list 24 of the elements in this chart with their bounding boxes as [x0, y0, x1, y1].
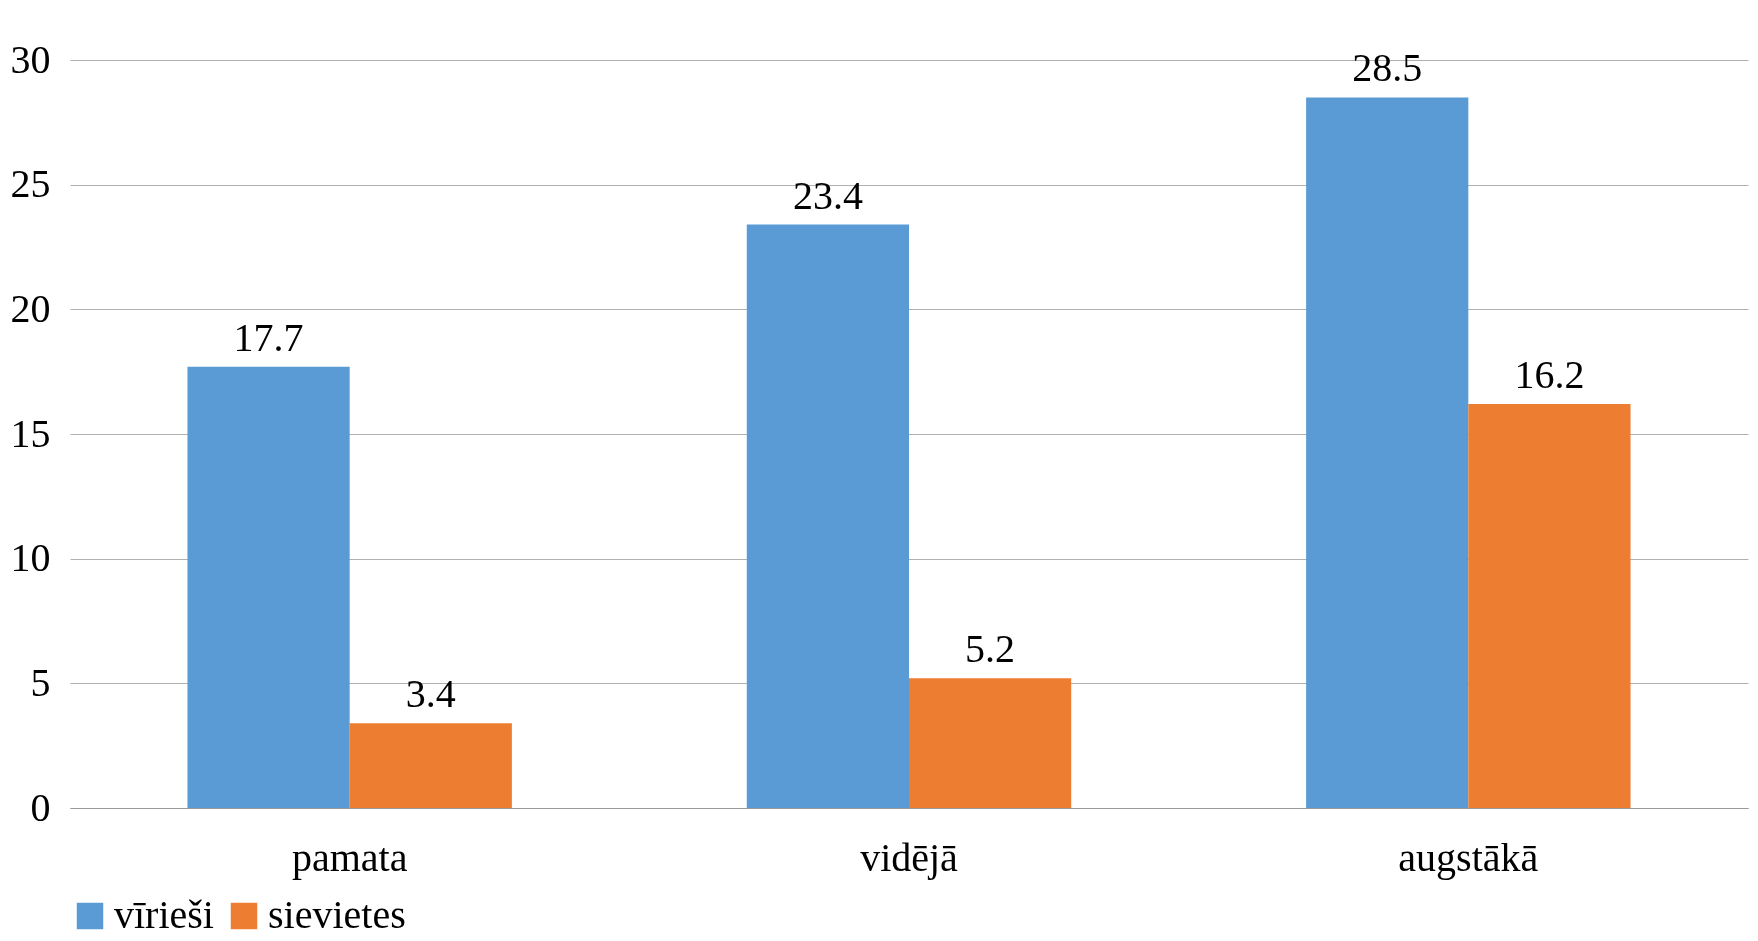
data-label: 28.5	[1352, 45, 1423, 91]
bar	[909, 678, 1072, 808]
x-tick-label: vidējā	[860, 834, 959, 880]
data-label: 5.2	[965, 626, 1016, 672]
y-tick-label: 0	[30, 784, 51, 830]
y-tick-label: 25	[10, 161, 51, 207]
bar	[1468, 404, 1631, 808]
y-tick-label: 10	[10, 535, 51, 581]
bar	[1306, 97, 1469, 808]
data-label: 23.4	[792, 172, 863, 218]
y-tick-label: 20	[10, 285, 51, 331]
data-label: 3.4	[405, 671, 456, 717]
bar	[349, 723, 512, 808]
data-label: 16.2	[1514, 352, 1585, 398]
legend-label: vīrieši	[114, 892, 214, 937]
data-label: 17.7	[233, 314, 304, 360]
y-tick-label: 30	[10, 36, 51, 82]
y-tick-label: 15	[10, 410, 51, 456]
bar	[746, 224, 909, 808]
x-tick-label: augstākā	[1398, 834, 1539, 880]
legend-label: sievietes	[268, 892, 406, 937]
x-tick-label: pamata	[291, 834, 408, 880]
bar	[187, 366, 350, 808]
y-tick-label: 5	[30, 659, 51, 705]
